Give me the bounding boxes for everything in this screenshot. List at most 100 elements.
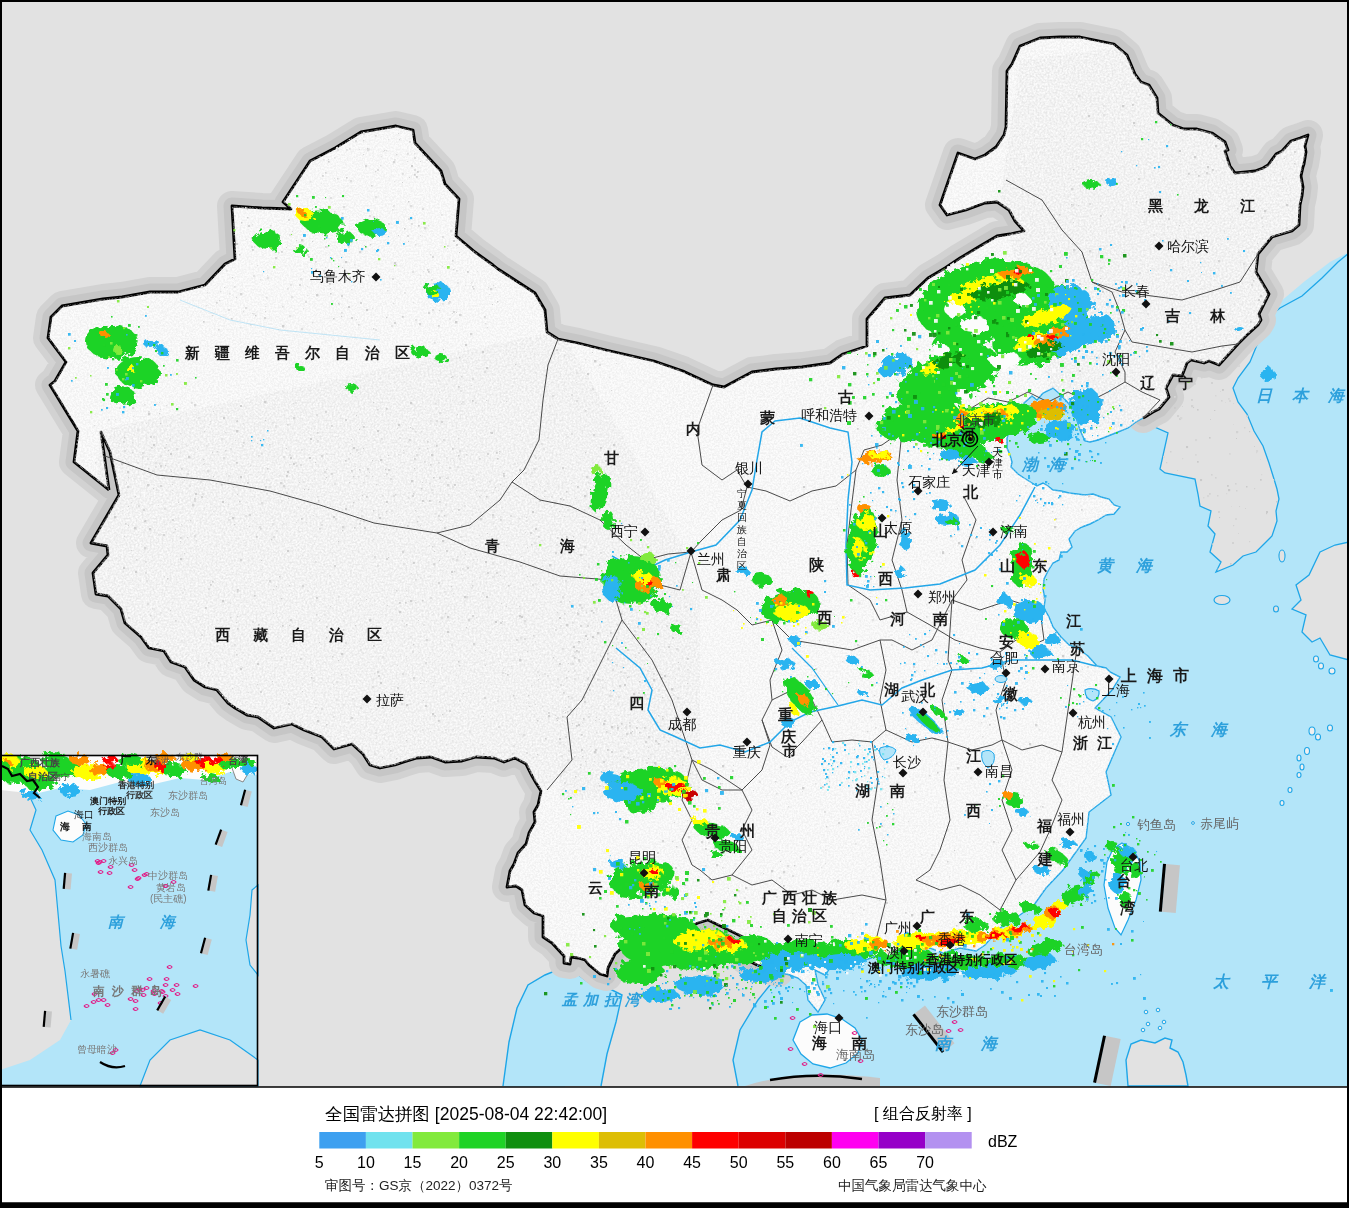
svg-text:市: 市 xyxy=(1173,666,1189,684)
svg-text:海: 海 xyxy=(559,537,575,554)
svg-text:东沙岛: 东沙岛 xyxy=(905,1022,944,1037)
svg-text:东沙群岛: 东沙群岛 xyxy=(168,790,208,801)
svg-text:香港特别: 香港特别 xyxy=(117,780,154,790)
svg-text:族: 族 xyxy=(821,889,838,906)
svg-text:宁: 宁 xyxy=(737,488,747,499)
svg-text:本: 本 xyxy=(1291,387,1310,404)
svg-text:自: 自 xyxy=(335,344,350,361)
svg-text:内: 内 xyxy=(686,420,701,437)
svg-text:太原: 太原 xyxy=(884,520,912,536)
svg-text:北京: 北京 xyxy=(931,431,962,448)
svg-text:45: 45 xyxy=(683,1154,701,1171)
svg-text:南京: 南京 xyxy=(1052,658,1080,674)
svg-text:香港: 香港 xyxy=(938,931,966,947)
svg-text:西: 西 xyxy=(966,802,981,819)
svg-text:市: 市 xyxy=(782,742,797,759)
svg-text:杭州: 杭州 xyxy=(1078,714,1106,730)
svg-text:陕: 陕 xyxy=(809,556,825,573)
svg-text:湾: 湾 xyxy=(1119,899,1136,916)
svg-text:湖: 湖 xyxy=(854,782,870,799)
svg-text:辽: 辽 xyxy=(1140,374,1156,391)
svg-text:海: 海 xyxy=(1048,456,1067,473)
svg-text:东沙群岛: 东沙群岛 xyxy=(936,1004,988,1019)
svg-text:新: 新 xyxy=(184,344,200,361)
svg-text:宁: 宁 xyxy=(1178,374,1193,391)
svg-text:(民主礁): (民主礁) xyxy=(150,893,187,904)
svg-text:福州: 福州 xyxy=(1057,811,1085,827)
svg-text:东: 东 xyxy=(1031,557,1048,574)
svg-text:海南岛: 海南岛 xyxy=(82,831,112,842)
svg-text:台湾: 台湾 xyxy=(228,755,249,766)
svg-text:海: 海 xyxy=(59,821,70,832)
svg-text:天津: 天津 xyxy=(962,462,990,478)
svg-text:中国气象局雷达气象中心: 中国气象局雷达气象中心 xyxy=(838,1178,987,1193)
svg-text:海口: 海口 xyxy=(814,1019,842,1035)
svg-text:15: 15 xyxy=(404,1154,422,1171)
svg-text:福: 福 xyxy=(1036,817,1052,834)
svg-text:海: 海 xyxy=(1327,387,1346,404)
svg-text:25: 25 xyxy=(497,1154,515,1171)
svg-text:浙: 浙 xyxy=(1072,734,1088,751)
svg-text:20: 20 xyxy=(450,1154,468,1171)
svg-text:乌鲁木齐: 乌鲁木齐 xyxy=(310,268,366,284)
svg-text:夏: 夏 xyxy=(737,500,747,511)
svg-text:南昌: 南昌 xyxy=(985,763,1013,779)
svg-text:藏: 藏 xyxy=(252,626,268,643)
svg-text:永暑礁: 永暑礁 xyxy=(80,968,111,979)
svg-text:北: 北 xyxy=(962,483,979,500)
svg-text:疆: 疆 xyxy=(214,344,230,361)
svg-text:区: 区 xyxy=(812,907,827,924)
svg-text:银川: 银川 xyxy=(735,460,763,476)
svg-text:西沙群岛: 西沙群岛 xyxy=(88,842,128,853)
svg-text:渤: 渤 xyxy=(1021,456,1040,473)
svg-text:吾: 吾 xyxy=(274,344,290,361)
svg-text:海南岛: 海南岛 xyxy=(836,1047,875,1062)
svg-text:蒙: 蒙 xyxy=(760,409,776,426)
svg-text:济南: 济南 xyxy=(1000,523,1028,539)
svg-text:吉: 吉 xyxy=(1164,307,1180,324)
svg-text:尔: 尔 xyxy=(304,344,321,361)
svg-text:30: 30 xyxy=(543,1154,561,1171)
svg-text:成都: 成都 xyxy=(668,716,696,732)
svg-text:自: 自 xyxy=(291,626,306,643)
svg-text:永兴岛: 永兴岛 xyxy=(108,855,138,866)
svg-text:西: 西 xyxy=(215,626,230,643)
svg-text:治: 治 xyxy=(328,626,344,643)
svg-text:[ 组合反射率 ]: [ 组合反射率 ] xyxy=(874,1105,972,1122)
svg-text:海: 海 xyxy=(1135,557,1154,574)
svg-text:州: 州 xyxy=(739,822,755,839)
svg-text:行政区: 行政区 xyxy=(97,806,125,816)
svg-text:苏: 苏 xyxy=(1069,640,1085,657)
svg-text:群: 群 xyxy=(130,984,143,998)
svg-text:全国雷达拼图 [2025-08-04 22:42:00]: 全国雷达拼图 [2025-08-04 22:42:00] xyxy=(325,1104,607,1124)
svg-text:东沙群: 东沙群 xyxy=(175,752,203,762)
svg-text:四: 四 xyxy=(629,694,644,711)
svg-text:自: 自 xyxy=(737,536,747,547)
svg-text:西宁: 西宁 xyxy=(610,523,638,539)
svg-text:湖: 湖 xyxy=(883,681,899,698)
svg-text:回: 回 xyxy=(737,512,747,523)
svg-text:加: 加 xyxy=(582,991,600,1008)
svg-text:沙: 沙 xyxy=(111,984,125,998)
svg-text:西: 西 xyxy=(817,609,832,626)
svg-text:兰州: 兰州 xyxy=(697,551,725,567)
svg-text:徽: 徽 xyxy=(1002,685,1018,703)
svg-text:拉: 拉 xyxy=(603,991,621,1008)
svg-text:重庆: 重庆 xyxy=(733,744,761,760)
svg-text:5: 5 xyxy=(315,1154,324,1171)
svg-text:南: 南 xyxy=(932,610,948,627)
svg-text:武汉: 武汉 xyxy=(901,688,929,704)
svg-text:曾母暗沙: 曾母暗沙 xyxy=(77,1044,117,1055)
svg-text:长沙: 长沙 xyxy=(893,754,922,770)
svg-text:龙: 龙 xyxy=(1193,197,1209,214)
svg-text:肃: 肃 xyxy=(715,566,731,583)
svg-text:江: 江 xyxy=(1096,734,1112,751)
svg-text:10: 10 xyxy=(357,1154,375,1171)
svg-text:65: 65 xyxy=(870,1154,888,1171)
svg-text:建: 建 xyxy=(1036,850,1053,867)
svg-text:海: 海 xyxy=(1146,667,1163,684)
svg-text:石家庄: 石家庄 xyxy=(908,474,950,490)
svg-text:海: 海 xyxy=(1210,721,1229,738)
svg-text:南: 南 xyxy=(889,782,905,799)
svg-text:壮: 壮 xyxy=(801,889,817,906)
